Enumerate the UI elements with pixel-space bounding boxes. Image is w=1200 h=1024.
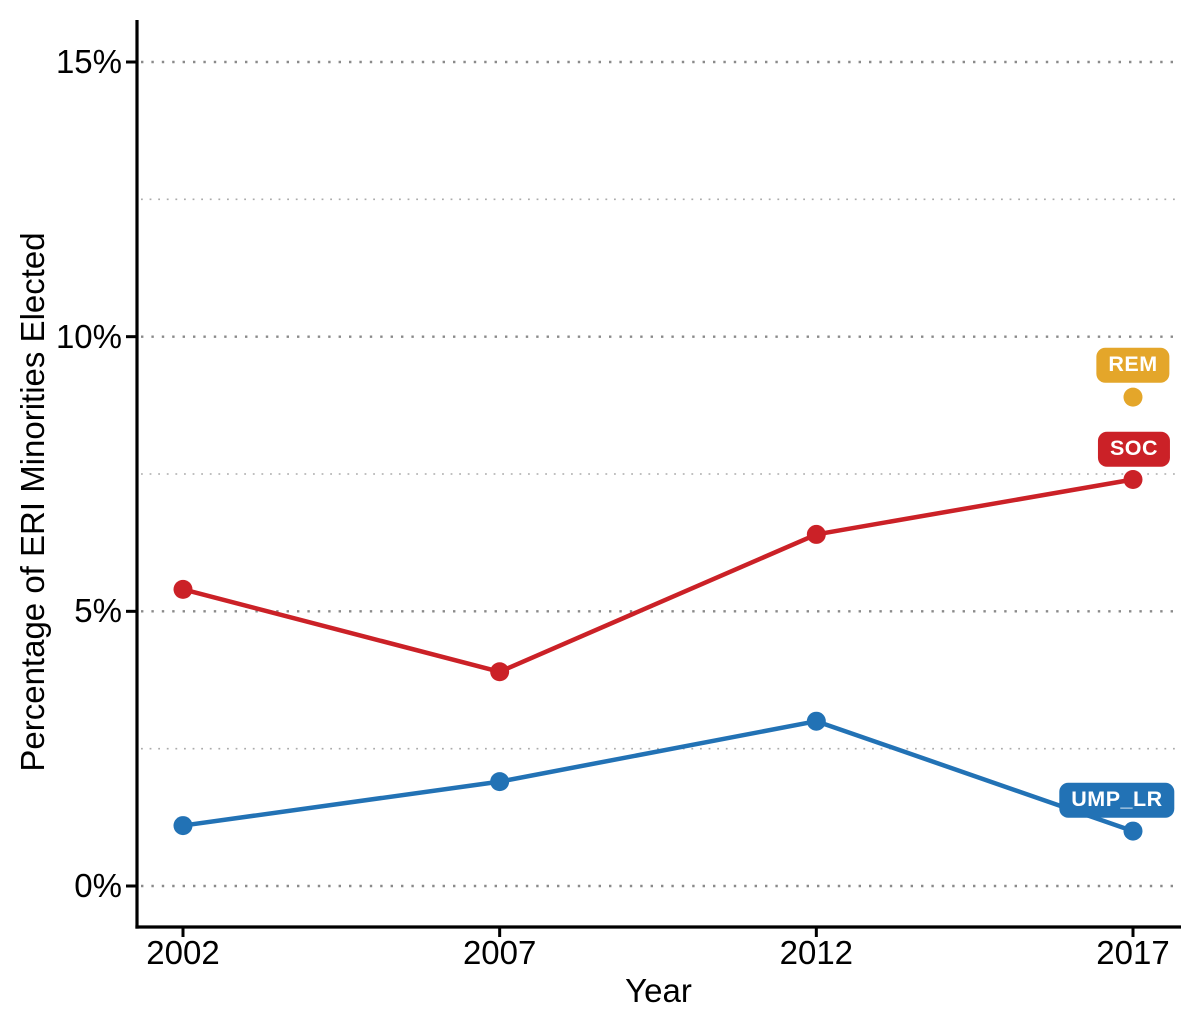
soc-data-point	[490, 662, 510, 682]
x-tick-label: 2012	[779, 934, 854, 971]
soc-data-point	[1123, 469, 1143, 489]
series-label-ump-lr: UMP_LR	[1059, 782, 1175, 818]
ump_lr-line	[182, 718, 1134, 834]
soc-line	[182, 477, 1134, 675]
y-tick-label: 10%	[55, 317, 122, 355]
x-tick-label: 2002	[146, 934, 220, 971]
ump_lr-data-point	[173, 816, 193, 836]
series-label-rem: REM	[1096, 347, 1170, 383]
y-axis-title: Percentage of ERI Minorities Elected	[14, 232, 51, 772]
soc-data-point	[173, 579, 193, 599]
y-tick-label: 5%	[74, 592, 122, 630]
x-axis-title: Year	[625, 972, 692, 1009]
x-tick-label: 2007	[462, 934, 537, 971]
y-tick-label: 15%	[55, 43, 122, 80]
x-tick-label: 2017	[1096, 934, 1170, 971]
y-tick-label: 0%	[74, 867, 122, 904]
rem-data-point	[1123, 387, 1143, 407]
ump_lr-data-point	[1123, 821, 1143, 841]
ump_lr-data-point	[806, 711, 826, 731]
series-label-soc: SOC	[1097, 432, 1171, 467]
ump_lr-data-point	[490, 772, 510, 792]
soc-data-point	[806, 524, 826, 544]
